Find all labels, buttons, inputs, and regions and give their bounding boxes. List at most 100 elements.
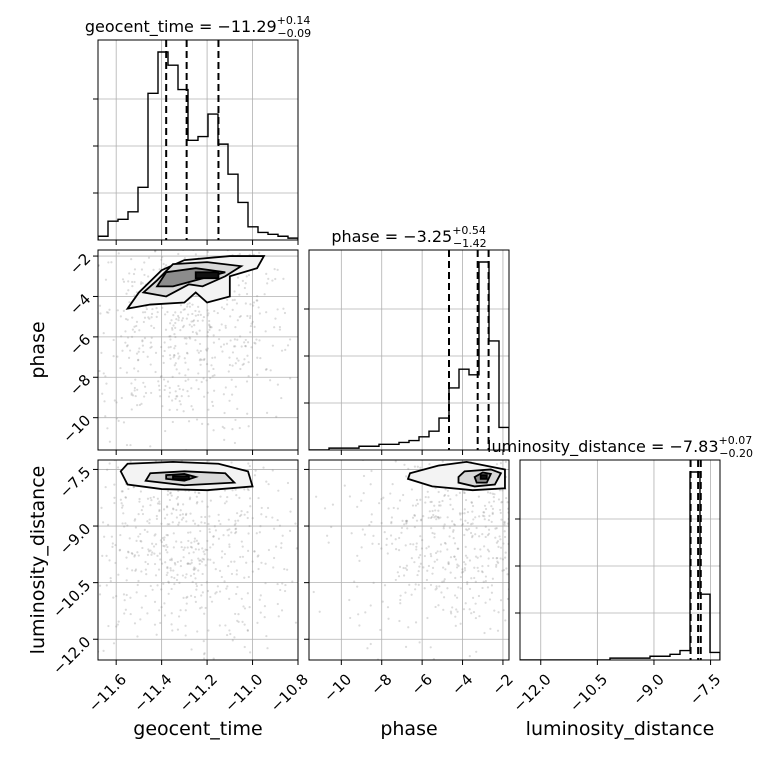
scatter-point (168, 386, 171, 389)
scatter-point (256, 555, 259, 558)
scatter-point (202, 315, 206, 319)
scatter-point (238, 252, 241, 256)
scatter-point (491, 577, 494, 580)
scatter-point (318, 610, 321, 613)
scatter-point (368, 524, 371, 527)
scatter-point (620, 646, 622, 648)
scatter-point (446, 489, 449, 492)
scatter-point (509, 563, 511, 565)
scatter-point (455, 566, 459, 569)
scatter-point (213, 356, 217, 359)
scatter-point (271, 457, 273, 459)
scatter-point (552, 472, 554, 474)
scatter-point (184, 361, 187, 364)
scatter-point (96, 404, 98, 406)
scatter-point (162, 508, 166, 511)
scatter-point (143, 311, 147, 314)
scatter-point (464, 528, 468, 531)
scatter-point (204, 606, 207, 610)
scatter-point (154, 250, 157, 253)
scatter-point (188, 323, 191, 326)
scatter-point (374, 451, 376, 453)
y-tick-label: −4 (66, 290, 94, 318)
scatter-point (405, 519, 408, 522)
scatter-point (194, 314, 197, 317)
scatter-point (130, 258, 133, 261)
scatter-point (151, 551, 154, 554)
scatter-point (217, 519, 221, 522)
scatter-point (201, 572, 204, 576)
scatter-point (418, 641, 421, 644)
scatter-point (101, 392, 104, 395)
scatter-point (496, 629, 500, 632)
scatter-point (199, 607, 202, 610)
scatter-point (157, 397, 159, 399)
scatter-point (512, 504, 514, 506)
scatter-point (109, 579, 112, 583)
scatter-point (246, 592, 249, 595)
scatter-point (487, 564, 490, 567)
scatter-point (243, 488, 246, 491)
scatter-point (130, 393, 133, 396)
scatter-point (203, 657, 206, 660)
scatter-point (256, 621, 259, 624)
scatter-point (380, 547, 383, 550)
scatter-point (579, 524, 581, 526)
scatter-point (169, 491, 172, 494)
scatter-point (129, 460, 132, 463)
scatter-point (169, 492, 172, 495)
scatter-point (141, 217, 143, 219)
scatter-point (152, 545, 156, 548)
scatter-point (158, 388, 161, 392)
scatter-point (119, 366, 122, 370)
scatter-point (561, 545, 563, 547)
scatter-point (154, 370, 157, 374)
scatter-point (199, 358, 202, 361)
scatter-point (517, 539, 519, 541)
y-tick-label: −8 (66, 371, 94, 399)
scatter-point (493, 493, 496, 496)
scatter-point (161, 306, 164, 309)
scatter-point (443, 493, 447, 497)
scatter-point (229, 632, 232, 636)
scatter-point (429, 500, 432, 504)
scatter-point (430, 515, 434, 519)
scatter-point (171, 208, 173, 210)
scatter-point (416, 465, 419, 468)
scatter-point (233, 195, 235, 197)
scatter-point (125, 593, 128, 597)
scatter-point (199, 363, 202, 366)
scatter-point (566, 627, 568, 629)
scatter-point (466, 510, 470, 514)
scatter-point (239, 450, 241, 452)
scatter-point (173, 576, 176, 580)
scatter-point (389, 534, 393, 537)
scatter-point (580, 585, 582, 587)
scatter-point (177, 319, 180, 322)
scatter-point (98, 593, 102, 596)
scatter-point (140, 281, 143, 284)
scatter-point (434, 436, 436, 438)
scatter-point (150, 553, 153, 556)
scatter-point (397, 549, 401, 552)
scatter-point (102, 372, 105, 375)
scatter-point (486, 586, 490, 589)
scatter-point (219, 495, 222, 498)
scatter-point (417, 569, 420, 573)
scatter-point (383, 531, 386, 534)
scatter-point (160, 375, 163, 378)
scatter-point (234, 527, 238, 530)
scatter-point (191, 303, 194, 306)
scatter-point (168, 391, 172, 394)
scatter-point (366, 647, 369, 650)
scatter-point (123, 599, 126, 602)
scatter-point (128, 301, 131, 304)
scatter-point (451, 606, 454, 609)
scatter-point (122, 593, 126, 596)
scatter-point (369, 642, 372, 646)
histogram-step (309, 261, 509, 450)
scatter-point (411, 406, 413, 408)
scatter-point (369, 483, 372, 486)
scatter-point (194, 567, 197, 570)
scatter-point (455, 443, 457, 445)
